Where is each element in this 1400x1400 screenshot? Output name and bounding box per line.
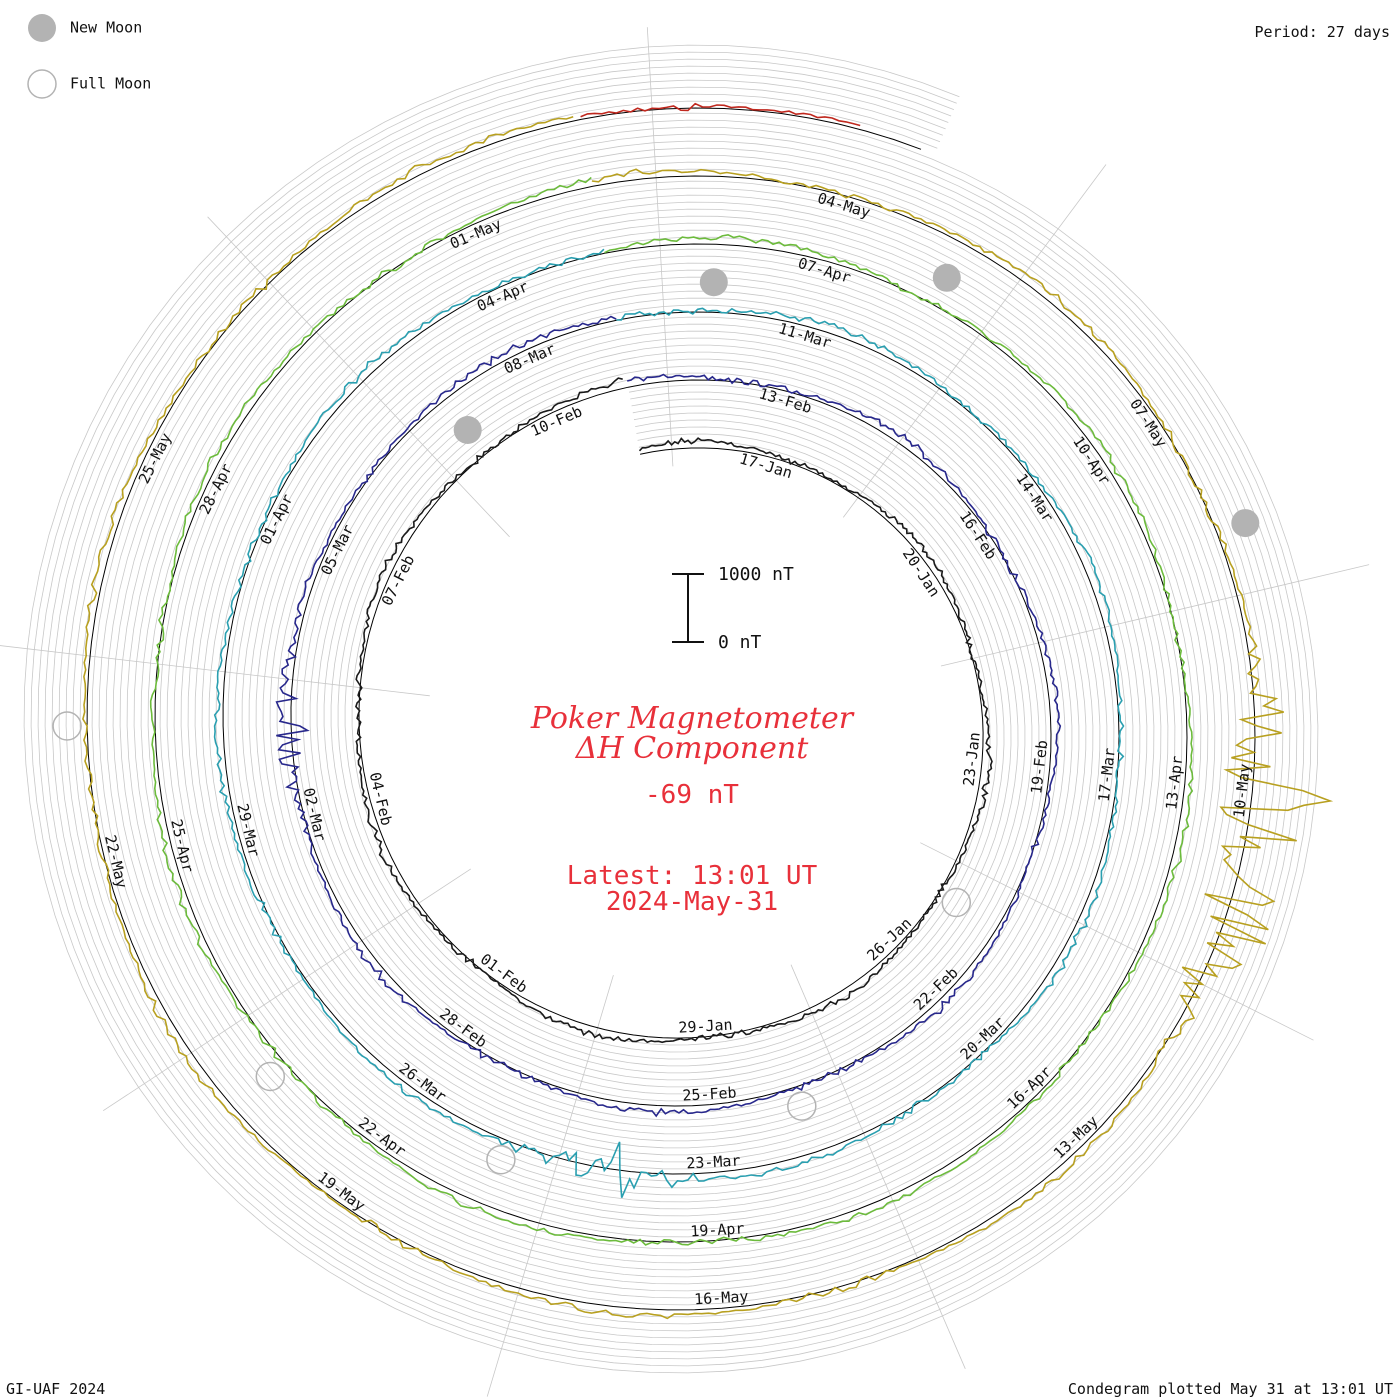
new-moon-marker xyxy=(1231,509,1260,538)
moon-markers xyxy=(52,263,1260,1175)
date-label: 25-Feb xyxy=(682,1084,737,1105)
full-moon-marker xyxy=(255,1061,286,1092)
grid-spiral-line xyxy=(23,44,1319,1374)
full-moon-legend-icon xyxy=(27,69,57,99)
grid-spiral-line xyxy=(65,86,1277,1332)
date-label: 08-Mar xyxy=(501,340,558,378)
trace-series-6 xyxy=(580,102,861,127)
full-moon-marker xyxy=(941,887,972,918)
grid-spoke xyxy=(0,645,430,697)
chart-subtitle: ΔH Component xyxy=(575,731,809,766)
latest-time: Latest: 13:01 UT xyxy=(567,861,818,891)
grid-spoke xyxy=(842,164,1107,518)
scale-bottom-label: 0 nT xyxy=(718,632,762,653)
current-value: -69 nT xyxy=(645,780,739,810)
footer-plotted: Condegram plotted May 31 at 13:01 UT xyxy=(1068,1380,1393,1398)
period-label: Period: 27 days xyxy=(1255,23,1390,41)
date-label: 01-Apr xyxy=(256,491,296,547)
date-label: 23-Mar xyxy=(686,1151,741,1172)
date-label: 01-May xyxy=(447,215,504,253)
grid-spiral-line xyxy=(58,79,1284,1339)
date-label: 19-Apr xyxy=(690,1219,745,1240)
trace-series-5 xyxy=(82,115,1334,1320)
full-moon-marker xyxy=(52,711,82,741)
trace-series-4 xyxy=(149,176,1194,1246)
new-moon-legend-icon xyxy=(28,14,56,42)
date-label: 29-Jan xyxy=(678,1016,733,1037)
new-moon-marker xyxy=(453,416,482,444)
scale-top-label: 1000 nT xyxy=(718,564,794,585)
grid-spoke xyxy=(486,974,614,1397)
date-label: 22-Feb xyxy=(910,964,962,1014)
grid-spiral-line xyxy=(51,72,1291,1346)
grid-spiral-line xyxy=(44,65,1298,1353)
full-moon-marker xyxy=(486,1144,516,1175)
grid-spoke xyxy=(940,564,1370,667)
date-label: 26-Jan xyxy=(863,914,915,964)
grid-spoke xyxy=(790,964,966,1369)
date-label: 20-Jan xyxy=(899,545,944,600)
grid-spoke xyxy=(920,842,1314,1041)
new-moon-marker xyxy=(932,263,961,292)
date-label: 16-May xyxy=(694,1287,749,1308)
latest-date: 2024-May-31 xyxy=(606,887,778,917)
footer-credit: GI-UAF 2024 xyxy=(6,1380,105,1398)
new-moon-legend-label: New Moon xyxy=(70,19,142,37)
data-traces xyxy=(82,102,1334,1320)
grid-spoke xyxy=(646,27,674,467)
grid-spoke xyxy=(102,868,472,1112)
chart-title: Poker Magnetometer xyxy=(530,701,855,736)
scale-bar: 1000 nT 0 nT xyxy=(672,564,794,653)
trace-series-3 xyxy=(213,248,1125,1199)
trace-series-1 xyxy=(354,377,993,1044)
full-moon-legend-label: Full Moon xyxy=(70,75,151,93)
date-label: 13-May xyxy=(1050,1112,1102,1162)
date-label: 10-Feb xyxy=(528,402,585,440)
date-label: 25-May xyxy=(135,430,175,486)
new-moon-marker xyxy=(699,268,728,297)
date-label: 28-Apr xyxy=(196,461,236,517)
date-label: 04-Apr xyxy=(474,277,531,315)
trace-series-2 xyxy=(275,315,1062,1118)
grid-spiral-line xyxy=(37,58,1305,1360)
full-moon-marker xyxy=(787,1091,817,1121)
grid-spiral-line xyxy=(30,51,1312,1367)
date-label: 07-Feb xyxy=(378,552,418,608)
grid-spiral-line xyxy=(79,100,1263,1318)
